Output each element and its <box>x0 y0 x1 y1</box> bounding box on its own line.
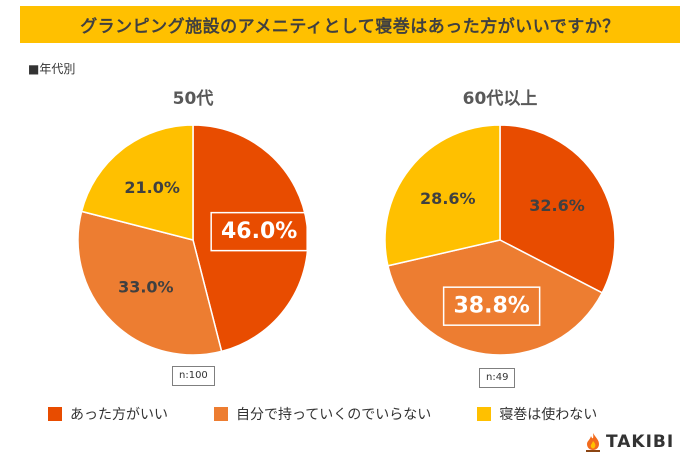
pie-1-label-yes: 46.0% <box>221 219 297 244</box>
logo-text: TAKIBI <box>606 432 675 452</box>
pie-1-slice-bring-own <box>77 210 223 356</box>
pie-1-label-no-use: 21.0% <box>124 178 180 197</box>
chart-title-bar: グランピング施設のアメニティとして寝巻はあった方がいいですか？ <box>20 6 680 43</box>
pie-1-label-bring-own: 33.0% <box>118 278 174 297</box>
pie-2-title: 60代以上 <box>462 89 538 109</box>
legend-swatch-yes <box>48 407 62 421</box>
pie-2-label-yes: 32.6% <box>529 196 585 215</box>
legend-swatch-no-use <box>477 407 492 421</box>
campfire-icon <box>586 433 600 452</box>
legend-swatch-bring-own <box>214 407 228 421</box>
pie-2-slice-yes <box>499 124 616 294</box>
legend-label-yes: あった方がいい <box>70 407 168 423</box>
pie-1-highlight-box <box>210 211 308 252</box>
legend-item-no-use: 寝巻は使わない <box>477 404 597 424</box>
pie-2-slice-bring-own <box>387 239 604 356</box>
pie-2-highlight-box <box>442 286 541 326</box>
pie-2-label-no-use: 28.6% <box>420 189 476 208</box>
pie-2-sample-size: n:49 <box>479 368 516 388</box>
pie-1-title: 50代 <box>172 89 214 109</box>
legend-item-bring-own: 自分で持っていくのでいらない <box>214 404 431 424</box>
pie-1-slice-no-use <box>80 124 194 241</box>
pie-1-sample-size: n:100 <box>172 366 215 386</box>
main-title: グランピング施設のアメニティとして寝巻はあった方がいいですか？ <box>80 17 620 37</box>
brand-logo: TAKIBI <box>584 432 674 452</box>
legend-label-bring-own: 自分で持っていくのでいらない <box>236 407 432 423</box>
legend-label-no-use: 寝巻は使わない <box>499 407 598 423</box>
pie-2-label-bring-own: 38.8% <box>453 294 529 319</box>
section-label: ■年代別 <box>28 62 76 76</box>
legend: あった方がいい 自分で持っていくのでいらない 寝巻は使わない <box>48 404 643 424</box>
pie-2-slice-no-use <box>384 124 501 267</box>
legend-item-yes: あった方がいい <box>48 404 168 424</box>
